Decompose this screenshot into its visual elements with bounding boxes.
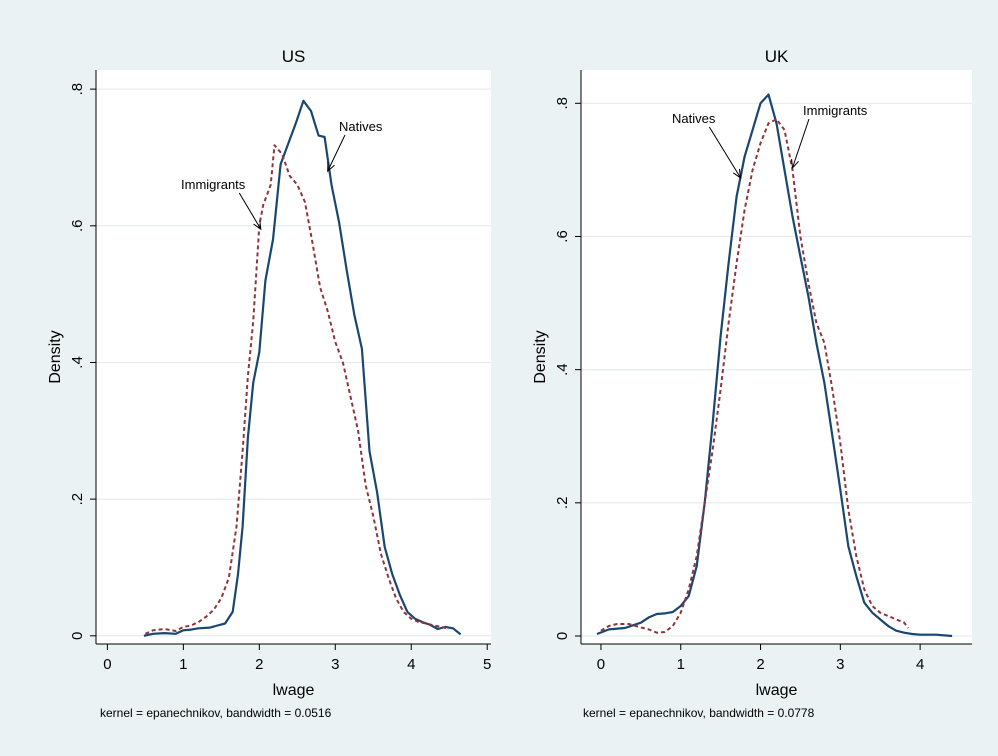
annotation-label-immigrants-us: Immigrants xyxy=(181,177,246,192)
x-tick-label-uk: 0 xyxy=(597,656,605,673)
x-tick-label-us: 1 xyxy=(179,656,187,673)
y-tick-label-us: .6 xyxy=(69,220,86,233)
panel-title-us: US xyxy=(282,47,306,66)
annotation-arrow-natives-us xyxy=(327,134,346,172)
x-tick-label-uk: 3 xyxy=(836,656,844,673)
annotation-arrow-immigrants-us xyxy=(238,192,262,230)
x-axis-title-uk: lwage xyxy=(756,682,798,699)
plot-area-us xyxy=(96,70,491,644)
y-tick-label-us: .2 xyxy=(69,493,86,506)
annotation-arrowhead-immigrants-uk xyxy=(791,158,799,170)
y-tick-label-uk: 0 xyxy=(554,632,571,640)
kernel-note-uk: kernel = epanechnikov, bandwidth = 0.077… xyxy=(583,706,815,720)
series-line-natives-us xyxy=(143,99,462,637)
series-line-immigrants-uk xyxy=(600,118,909,634)
y-tick-label-us: .8 xyxy=(69,83,86,96)
y-tick-label-uk: .8 xyxy=(554,97,571,110)
panel-us: 0 .2 .4 .6 .8 0 1 2 3 4 5 Natives Immigrants US lwa… xyxy=(47,47,491,720)
x-tick-label-us: 3 xyxy=(331,656,339,673)
plot-area-uk xyxy=(581,70,972,644)
y-axis-title-uk: Density xyxy=(532,330,549,383)
x-tick-label-us: 5 xyxy=(483,656,491,673)
ticks-uk: 0 .2 .4 .6 .8 0 1 2 3 4 xyxy=(554,97,924,673)
annotation-arrowhead-natives-us xyxy=(327,162,335,173)
annotation-label-immigrants-uk: Immigrants xyxy=(803,103,868,118)
x-tick-label-uk: 4 xyxy=(916,656,924,673)
series-line-immigrants-us xyxy=(144,144,450,635)
annotation-arrow-natives-uk xyxy=(708,126,742,179)
y-tick-label-uk: .6 xyxy=(554,230,571,243)
y-tick-label-us: .4 xyxy=(69,356,86,369)
x-tick-label-us: 0 xyxy=(103,656,111,673)
series-us xyxy=(143,99,462,637)
series-line-natives-uk xyxy=(596,93,953,638)
x-tick-label-us: 2 xyxy=(255,656,263,673)
y-tick-label-uk: .2 xyxy=(554,497,571,510)
y-tick-label-uk: .4 xyxy=(554,363,571,376)
annotation-arrowhead-immigrants-us xyxy=(253,220,262,231)
x-tick-label-uk: 2 xyxy=(756,656,764,673)
panel-uk: 0 .2 .4 .6 .8 0 1 2 3 4 Natives Immigrants UK lwag… xyxy=(532,47,972,720)
ticks-us: 0 .2 .4 .6 .8 0 1 2 3 4 5 xyxy=(69,83,491,673)
y-tick-label-us: 0 xyxy=(69,632,86,640)
annotation-arrowhead-natives-uk xyxy=(732,168,742,179)
x-tick-label-uk: 1 xyxy=(677,656,685,673)
grid-uk xyxy=(581,102,972,637)
annotation-label-natives-uk: Natives xyxy=(672,111,716,126)
series-uk xyxy=(596,93,953,638)
annotation-arrow-immigrants-uk xyxy=(791,118,810,169)
x-tick-label-us: 4 xyxy=(407,656,415,673)
grid-us xyxy=(96,88,491,637)
annotations-uk: Natives Immigrants xyxy=(672,103,868,179)
kernel-note-us: kernel = epanechnikov, bandwidth = 0.051… xyxy=(100,706,332,720)
annotations-us: Natives Immigrants xyxy=(181,119,383,231)
panel-title-uk: UK xyxy=(765,47,789,66)
x-axis-title-us: lwage xyxy=(273,682,315,699)
annotation-label-natives-us: Natives xyxy=(339,119,383,134)
y-axis-title-us: Density xyxy=(47,330,64,383)
